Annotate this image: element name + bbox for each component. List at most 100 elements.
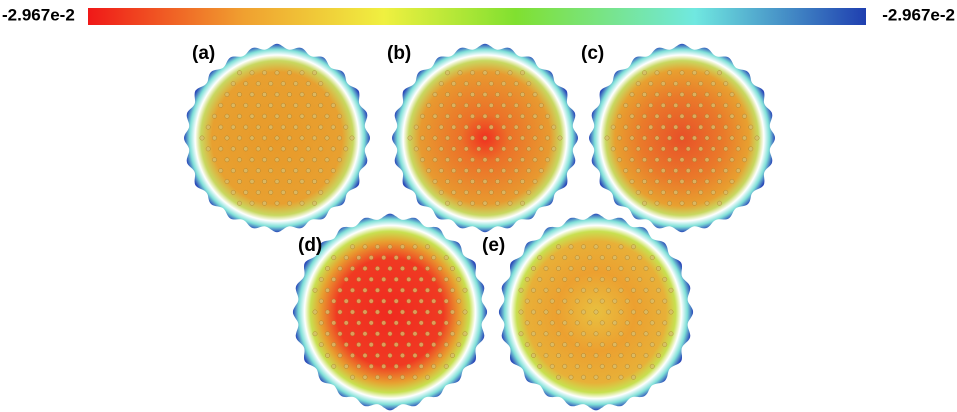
atom (667, 135, 672, 141)
atom (723, 102, 729, 108)
atom (587, 320, 593, 326)
atom (438, 189, 444, 195)
atom (337, 331, 343, 337)
atom (287, 179, 292, 184)
atom (729, 113, 735, 119)
atom (488, 189, 494, 195)
atom (673, 102, 679, 108)
atom (673, 189, 679, 195)
atom (268, 189, 274, 195)
atom (437, 266, 443, 271)
atom (381, 342, 387, 348)
atom (230, 81, 236, 87)
atom (318, 102, 324, 108)
atom (318, 276, 324, 282)
atom (463, 168, 469, 174)
atom (400, 244, 405, 250)
atom (637, 342, 643, 348)
atom (612, 298, 618, 304)
atom (556, 309, 561, 315)
atom (649, 298, 655, 304)
atom (599, 255, 605, 261)
atom (451, 102, 457, 108)
atom (685, 189, 691, 195)
atom (299, 135, 305, 141)
atom (476, 189, 482, 195)
atom (556, 287, 561, 293)
atom (299, 92, 305, 97)
atom (531, 309, 536, 315)
atom (318, 124, 324, 130)
atom (324, 135, 330, 141)
atom (717, 200, 722, 206)
atom (599, 320, 605, 326)
atom (593, 287, 599, 293)
atom (457, 70, 463, 76)
atom (692, 179, 697, 184)
atom (432, 179, 438, 184)
atom (387, 287, 393, 293)
atom (495, 70, 500, 76)
atom (538, 168, 544, 174)
atom (704, 113, 710, 119)
atom (343, 124, 349, 130)
atom (656, 353, 661, 358)
atom (368, 276, 374, 282)
atom (451, 189, 457, 195)
atom (649, 255, 655, 261)
atom (356, 342, 362, 348)
atom (723, 146, 729, 152)
atom (549, 363, 555, 369)
atom (368, 255, 374, 261)
atom (243, 81, 249, 87)
atom (656, 287, 661, 293)
atom (249, 200, 255, 206)
colorbar-max-label: -2.967e-2 (882, 5, 955, 24)
atom (393, 342, 399, 348)
atom (532, 157, 538, 163)
atom (476, 146, 482, 152)
atom (450, 331, 455, 337)
atom (667, 157, 672, 163)
atom (537, 363, 543, 369)
atom (437, 309, 443, 315)
atom (443, 255, 449, 261)
atom (393, 255, 399, 261)
atom (568, 266, 574, 271)
atom (437, 331, 443, 337)
atom (331, 363, 337, 369)
atom (457, 135, 463, 141)
atom (350, 374, 355, 380)
atom (476, 81, 482, 87)
atom (649, 342, 655, 348)
atom (425, 353, 430, 358)
atom (375, 244, 380, 250)
atom (249, 113, 255, 119)
atom (224, 92, 230, 97)
atom (637, 320, 643, 326)
atom (350, 353, 355, 358)
atom (518, 287, 524, 293)
atom (437, 287, 443, 293)
atom (538, 146, 544, 152)
atom (717, 135, 722, 141)
atom (456, 276, 462, 282)
atom (501, 189, 507, 195)
atom (704, 70, 710, 76)
atom (324, 113, 330, 119)
atom (742, 135, 747, 141)
atom (445, 157, 450, 163)
atom (568, 374, 574, 380)
atom (412, 374, 418, 380)
atom (463, 146, 469, 152)
atom (513, 102, 519, 108)
atom (562, 276, 568, 282)
atom (543, 309, 549, 315)
atom (293, 81, 299, 87)
atom (287, 70, 292, 76)
atom (593, 353, 599, 358)
atom (212, 135, 217, 141)
atom (698, 189, 704, 195)
atom (568, 287, 574, 293)
atom (349, 135, 355, 141)
